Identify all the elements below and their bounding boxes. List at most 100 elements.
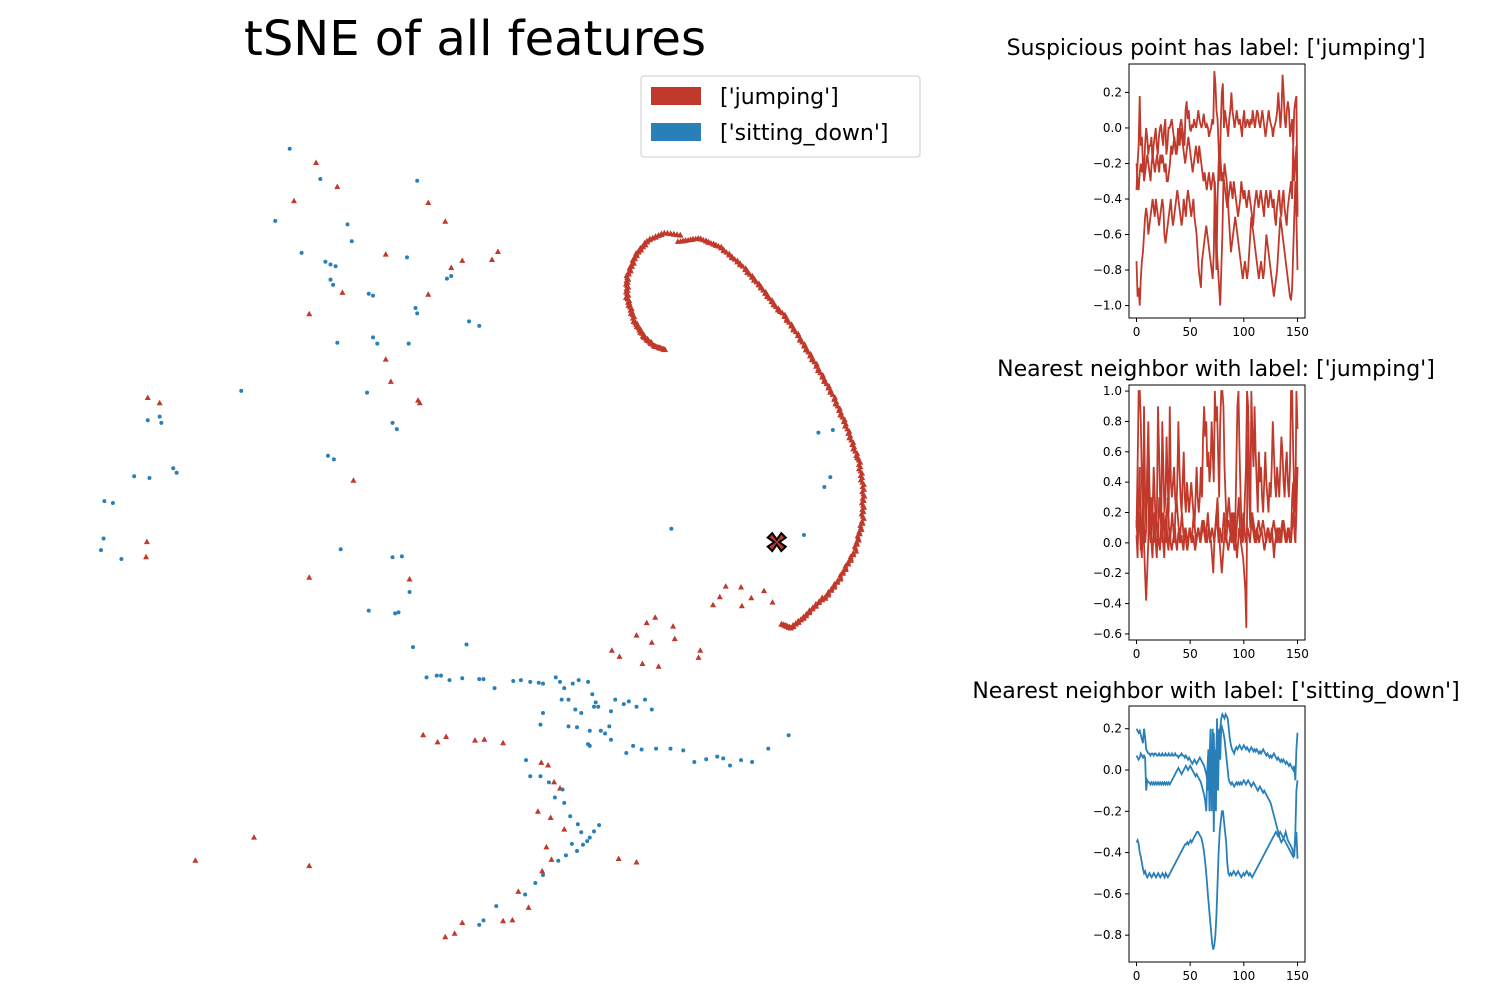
tsne-point-jumping: [425, 291, 432, 297]
tsne-point-sitting-down: [580, 842, 585, 847]
tsne-point-sitting-down: [171, 466, 176, 471]
tsne-point-jumping: [545, 762, 552, 768]
tsne-point-jumping: [616, 653, 623, 659]
tsne-point-sitting-down: [375, 341, 380, 346]
tsne-point-sitting-down: [101, 536, 106, 541]
panel-2-ytick-label: 0.0: [1103, 536, 1122, 550]
tsne-point-sitting-down: [481, 677, 486, 682]
panel-3-ytick-label: 0.2: [1103, 722, 1122, 736]
tsne-curve-point-jumping: [812, 603, 819, 609]
tsne-point-sitting-down: [649, 707, 654, 712]
tsne-point-jumping: [652, 614, 659, 620]
tsne-point-jumping: [722, 583, 729, 589]
tsne-curve-point-jumping: [850, 551, 857, 558]
tsne-point-sitting-down: [592, 829, 596, 834]
tsne-point-jumping: [251, 834, 257, 840]
tsne-point-sitting-down: [132, 474, 137, 479]
tsne-point-sitting-down: [434, 673, 439, 678]
panel-1-ytick-label: 0.0: [1103, 121, 1122, 135]
panel-3-axes-frame: [1128, 705, 1306, 963]
tsne-point-sitting-down: [415, 178, 420, 183]
tsne-point-jumping: [306, 862, 313, 869]
tsne-point-sitting-down: [325, 453, 330, 458]
tsne-point-sitting-down: [568, 814, 573, 819]
tsne-point-sitting-down: [538, 774, 543, 779]
tsne-point-sitting-down: [546, 780, 551, 785]
panel-1-ytick-label: −0.8: [1093, 263, 1122, 277]
tsne-point-sitting-down: [407, 589, 412, 594]
panel-1-ytick-label: −0.2: [1093, 156, 1122, 170]
tsne-point-jumping: [738, 602, 745, 609]
tsne-point-sitting-down: [585, 839, 590, 844]
panel-3-ytick-label: −0.4: [1093, 846, 1122, 860]
panel-1-xtick-label: 150: [1286, 325, 1309, 339]
tsne-point-sitting-down: [558, 679, 562, 684]
tsne-point-jumping: [448, 264, 455, 270]
tsne-curve-point-jumping: [847, 557, 854, 563]
tsne-point-jumping: [382, 356, 389, 362]
tsne-point-sitting-down: [349, 239, 354, 244]
tsne-point-sitting-down: [828, 475, 833, 480]
tsne-point-jumping: [655, 663, 662, 669]
tsne-point-sitting-down: [786, 733, 791, 738]
panel-1-series-3-line: [1135, 163, 1299, 306]
tsne-point-jumping: [156, 399, 163, 406]
tsne-point-sitting-down: [511, 678, 516, 683]
tsne-point-sitting-down: [518, 678, 523, 683]
tsne-point-sitting-down: [102, 499, 107, 504]
tsne-point-sitting-down: [643, 697, 647, 702]
tsne-point-jumping: [459, 919, 466, 926]
tsne-point-sitting-down: [541, 711, 545, 715]
tsne-point-sitting-down: [556, 858, 561, 863]
tsne-point-jumping: [543, 843, 550, 850]
tsne-point-jumping: [143, 538, 150, 545]
tsne-point-jumping: [192, 857, 199, 863]
tsne-point-sitting-down: [333, 264, 338, 269]
tsne-point-sitting-down: [464, 642, 469, 647]
panel-2-xtick-label: 100: [1232, 647, 1255, 661]
tsne-point-sitting-down: [413, 306, 418, 311]
panel-1-ytick-label: −0.4: [1093, 192, 1122, 206]
panel-3-xtick-label: 0: [1133, 969, 1141, 983]
tsne-point-jumping: [143, 553, 150, 560]
tsne-point-sitting-down: [410, 645, 415, 650]
panel-1-ytick-label: −0.6: [1093, 228, 1122, 242]
tsne-point-sitting-down: [157, 414, 162, 419]
tsne-point-jumping: [547, 814, 554, 821]
tsne-point-sitting-down: [338, 547, 343, 552]
tsne-point-sitting-down: [626, 699, 631, 704]
tsne-point-jumping: [716, 593, 723, 600]
tsne-point-jumping: [695, 654, 702, 660]
tsne-point-jumping: [515, 888, 522, 894]
tsne-curve-point-jumping: [842, 566, 849, 573]
tsne-curve-point-jumping: [840, 570, 847, 576]
tsne-point-sitting-down: [399, 554, 404, 559]
tsne-point-sitting-down: [239, 388, 244, 393]
tsne-point-sitting-down: [598, 728, 603, 733]
tsne-point-sitting-down: [477, 922, 482, 927]
tsne-point-sitting-down: [669, 526, 674, 531]
tsne-point-sitting-down: [323, 259, 328, 264]
tsne-point-sitting-down: [654, 746, 659, 751]
legend-swatch-sitting-down: [651, 123, 701, 141]
tsne-point-jumping: [548, 856, 555, 862]
tsne-point-jumping: [144, 394, 151, 400]
tsne-point-sitting-down: [822, 484, 827, 489]
panel-3-xtick-label: 150: [1286, 969, 1309, 983]
panel-2-xtick-label: 150: [1286, 647, 1309, 661]
suspicious-point-panel: Suspicious point has label: ['jumping'] …: [1007, 36, 1426, 339]
tsne-point-sitting-down: [575, 848, 579, 853]
panel-2-ytick-label: −0.6: [1093, 627, 1122, 641]
tsne-point-sitting-down: [579, 830, 584, 835]
tsne-point-jumping: [538, 759, 545, 765]
tsne-point-sitting-down: [477, 323, 482, 328]
tsne-point-jumping: [350, 477, 357, 483]
tsne-point-jumping: [670, 623, 677, 629]
panel-2-ytick-label: 0.4: [1103, 475, 1122, 489]
tsne-point-jumping: [500, 739, 507, 746]
tsne-panel: tSNE of all features ['jumping'] ['sitti…: [99, 11, 921, 940]
panel-1-xtick-label: 0: [1133, 325, 1141, 339]
tsne-curve-point-jumping: [853, 548, 860, 554]
tsne-point-sitting-down: [145, 418, 150, 423]
tsne-point-jumping: [472, 737, 478, 743]
